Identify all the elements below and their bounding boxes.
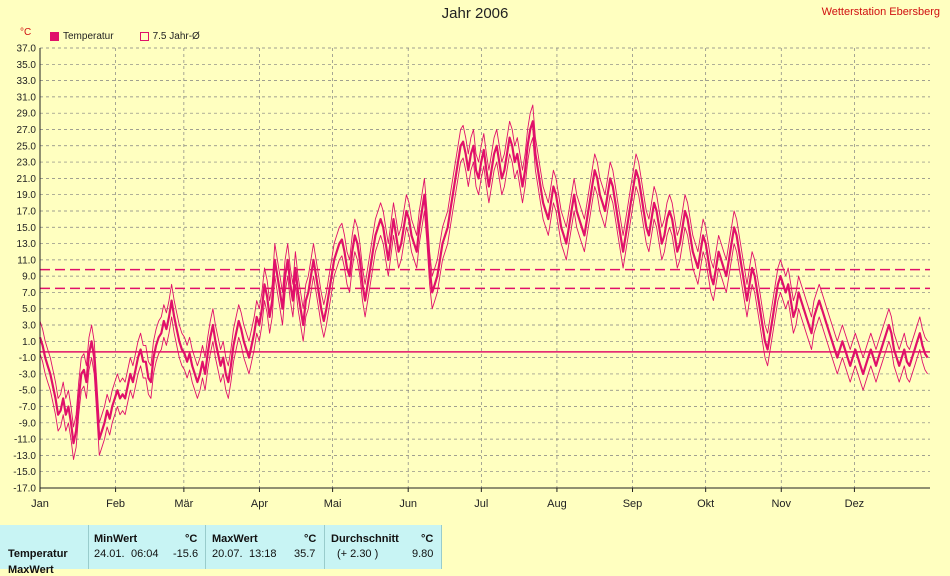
max-unit: °C [304, 533, 317, 545]
min-value: -15.6 [173, 548, 199, 560]
chart-area: 37.0 35.0 33.0 31.0 29.0 27.0 25.0 23.0 21.0 19.0… [13, 44, 930, 510]
x-tick-label: Nov [771, 498, 791, 510]
stats-row-label: Temperatur [8, 548, 68, 560]
x-tick-label: Apr [251, 498, 268, 510]
stats-band [0, 525, 441, 569]
series-line-daily-min [39, 137, 928, 460]
y-tick-label: -13.0 [13, 451, 36, 462]
x-tick-label: Aug [547, 498, 567, 510]
y-tick-label: 15.0 [17, 223, 37, 234]
x-tick-label: Mai [324, 498, 342, 510]
temperature-chart: 37.0 35.0 33.0 31.0 29.0 27.0 25.0 23.0 21.0 19.0… [13, 44, 930, 510]
legend: Temperatur 7.5 Jahr-Ø [50, 31, 200, 42]
stats-table: Temperatur MaxWert MinWert °C 24.01. 06:… [0, 525, 950, 576]
y-tick-label: -11.0 [14, 435, 36, 446]
y-tick-label: 17.0 [17, 206, 37, 217]
x-tick-label: Dez [845, 498, 865, 510]
stats-divider [441, 525, 442, 569]
x-tick-label: Feb [106, 498, 125, 510]
avg-unit: °C [421, 533, 434, 545]
min-unit: °C [185, 533, 198, 545]
y-tick-label: 5.0 [22, 304, 36, 315]
y-tick-label: -17.0 [13, 484, 36, 495]
min-time: 06:04 [131, 548, 159, 560]
stats-divider [88, 525, 89, 569]
max-value: 35.7 [294, 548, 316, 560]
y-tick-label: 19.0 [17, 190, 37, 201]
y-tick-label: 13.0 [17, 239, 37, 250]
x-tick-label: Jul [474, 498, 488, 510]
y-tick-label: 1.0 [22, 337, 36, 348]
y-axis-unit: °C [20, 27, 32, 38]
min-date: 24.01. [94, 548, 125, 560]
y-tick-label: -9.0 [19, 418, 37, 429]
max-header: MaxWert [212, 533, 258, 545]
series-line-daily-mean [38, 120, 929, 445]
avg-diff: (+ 2.30 ) [337, 548, 379, 560]
y-tick-label: -3.0 [19, 369, 37, 380]
x-tick-label: Jun [399, 498, 417, 510]
y-tick-label: -7.0 [19, 402, 37, 413]
y-tick-label: 35.0 [17, 60, 37, 71]
y-tick-label: 29.0 [17, 109, 37, 120]
max-date: 20.07. [212, 548, 243, 560]
y-tick-label: -1.0 [19, 353, 37, 364]
legend-item-average: 7.5 Jahr-Ø [139, 31, 200, 42]
stats-divider [205, 525, 206, 569]
avg-header: Durchschnitt [331, 533, 399, 545]
legend-swatch-filled [50, 32, 59, 41]
x-tick-label: Sep [623, 498, 643, 510]
y-tick-label: -5.0 [19, 386, 37, 397]
legend-label-temperature: Temperatur [63, 31, 114, 42]
x-tick-label: Mär [174, 498, 193, 510]
x-tick-label: Okt [697, 498, 714, 510]
y-tick-label: 7.0 [22, 288, 36, 299]
max-time: 13:18 [249, 548, 277, 560]
y-tick-label: 33.0 [17, 76, 37, 87]
station-name: Wetterstation Ebersberg [821, 6, 940, 18]
legend-item-temperature: Temperatur [50, 31, 114, 42]
series-line-daily-max [39, 104, 928, 428]
y-tick-label: 31.0 [17, 92, 37, 103]
legend-swatch-outline [139, 32, 149, 41]
y-tick-label: 11.0 [17, 255, 36, 266]
min-header: MinWert [94, 533, 138, 545]
y-tick-label: -15.0 [13, 467, 36, 478]
stats-row-label-2: MaxWert [8, 564, 54, 576]
y-tick-label: 21.0 [17, 174, 37, 185]
avg-value: 9.80 [412, 548, 434, 560]
legend-label-average: 7.5 Jahr-Ø [152, 31, 200, 42]
y-tick-label: 25.0 [17, 141, 37, 152]
stats-divider [324, 525, 325, 569]
y-tick-label: 37.0 [17, 44, 37, 55]
y-tick-label: 23.0 [17, 158, 37, 169]
y-tick-label: 3.0 [22, 321, 36, 332]
y-tick-label: 27.0 [17, 125, 37, 136]
x-tick-label: Jan [31, 498, 49, 510]
y-tick-label: 9.0 [22, 272, 36, 283]
chart-title: Jahr 2006 [441, 5, 509, 22]
